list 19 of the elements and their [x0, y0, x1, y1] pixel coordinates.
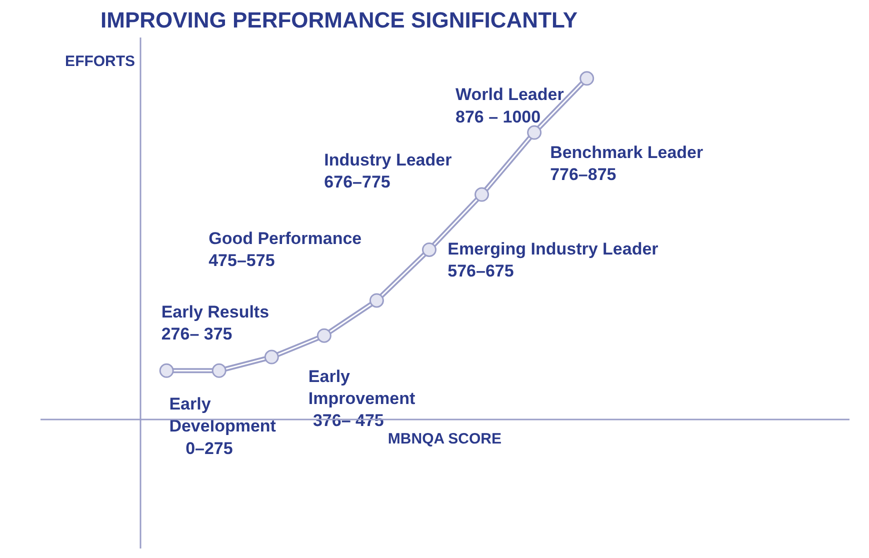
point: [580, 71, 594, 86]
annotation: Emerging Industry Leader 576–675: [448, 240, 659, 281]
chart-title: IMPROVING PERFORMANCE SIGNIFICANTLY: [100, 8, 578, 32]
point: [422, 242, 436, 257]
point: [159, 363, 174, 378]
point: [316, 328, 332, 343]
annotation: Benchmark Leader 776–875: [550, 142, 704, 184]
annotation: Early Development 0–275: [169, 394, 276, 458]
point: [264, 350, 279, 364]
point: [369, 293, 384, 308]
annotation: Industry Leader 676–775: [324, 150, 452, 192]
point: [527, 125, 542, 140]
point: [474, 187, 490, 202]
point: [212, 363, 226, 378]
x-axis-title: MBNQA SCORE: [388, 430, 502, 448]
annotation: Early Results 276– 375: [161, 302, 270, 344]
annotation: World Leader 876 – 1000: [456, 85, 564, 126]
y-axis-title: EFFORTS: [65, 52, 136, 70]
annotation: Good Performance 475–575: [208, 228, 362, 270]
